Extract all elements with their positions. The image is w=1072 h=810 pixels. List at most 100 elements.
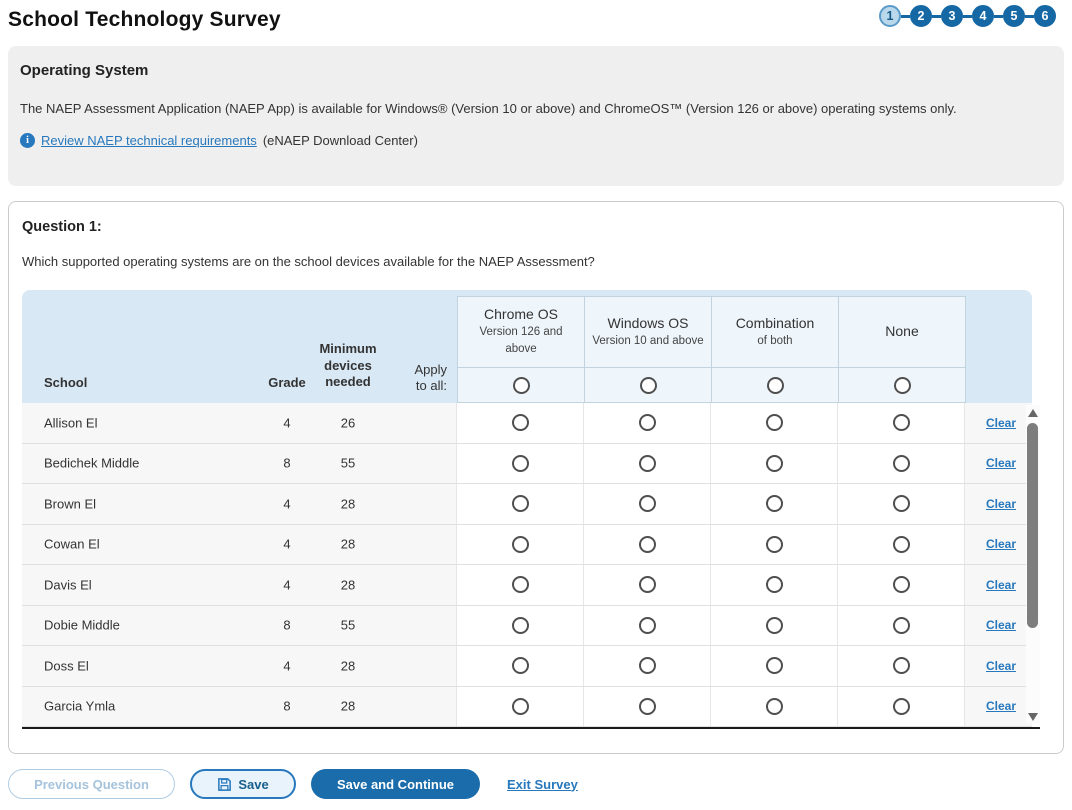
apply-all-chrome-radio[interactable] — [512, 376, 530, 394]
clear-link[interactable]: Clear — [985, 699, 1017, 714]
step-2[interactable]: 2 — [910, 5, 932, 27]
school-name: Dobie Middle — [44, 617, 120, 633]
os-radio-cells — [456, 524, 965, 564]
operating-system-panel: Operating System The NAEP Assessment App… — [8, 46, 1064, 186]
apply-to-all-label: Apply to all: — [414, 361, 447, 393]
clear-link[interactable]: Clear — [985, 537, 1017, 552]
previous-question-button[interactable]: Previous Question — [8, 769, 175, 799]
os-header-none: None — [838, 296, 966, 403]
combination-radio[interactable] — [765, 576, 783, 594]
grade-value: 8 — [283, 617, 291, 633]
question-card: Question 1: Which supported operating sy… — [8, 201, 1064, 754]
none-radio[interactable] — [892, 697, 910, 715]
os-option-headers: Chrome OS Version 126 and above Windows … — [457, 296, 966, 403]
scroll-up-arrow[interactable] — [1028, 409, 1038, 417]
combination-radio[interactable] — [765, 616, 783, 634]
none-radio[interactable] — [892, 414, 910, 432]
os-title-none: None — [885, 323, 919, 339]
save-button[interactable]: Save — [190, 769, 296, 799]
apply-all-windows-radio[interactable] — [639, 376, 657, 394]
chrome-os-radio[interactable] — [511, 657, 529, 675]
clear-link[interactable]: Clear — [985, 496, 1017, 511]
technical-requirements-link[interactable]: Review NAEP technical requirements — [41, 133, 257, 148]
grade-value: 4 — [283, 496, 291, 512]
windows-os-radio[interactable] — [638, 414, 656, 432]
school-name: Cowan El — [44, 536, 100, 552]
table-row: Garcia Ymla 8 28 Clear — [22, 686, 1032, 727]
table-row: Bedichek Middle 8 55 Clear — [22, 443, 1032, 484]
windows-os-radio[interactable] — [638, 697, 656, 715]
grade-value: 8 — [283, 455, 291, 471]
os-radio-cells — [456, 686, 965, 726]
devices-value: 55 — [340, 455, 356, 471]
step-1[interactable]: 1 — [879, 5, 901, 27]
step-5[interactable]: 5 — [1003, 5, 1025, 27]
combination-radio[interactable] — [765, 535, 783, 553]
devices-value: 28 — [340, 536, 356, 552]
school-name: Garcia Ymla — [44, 698, 116, 714]
apply-all-none-radio[interactable] — [893, 376, 911, 394]
chrome-os-radio[interactable] — [511, 535, 529, 553]
clear-link[interactable]: Clear — [985, 658, 1017, 673]
chrome-os-radio[interactable] — [511, 414, 529, 432]
apply-all-combination-radio[interactable] — [766, 376, 784, 394]
windows-os-radio[interactable] — [638, 616, 656, 634]
question-text: Which supported operating systems are on… — [22, 254, 595, 269]
chrome-os-radio[interactable] — [511, 697, 529, 715]
windows-os-radio[interactable] — [638, 495, 656, 513]
column-header-school: School — [44, 375, 88, 390]
scroll-down-arrow[interactable] — [1028, 713, 1038, 721]
combination-radio[interactable] — [765, 495, 783, 513]
devices-value: 26 — [340, 415, 356, 431]
chrome-os-radio[interactable] — [511, 616, 529, 634]
os-header-chrome: Chrome OS Version 126 and above — [457, 296, 585, 403]
combination-radio[interactable] — [765, 697, 783, 715]
clear-link[interactable]: Clear — [985, 577, 1017, 592]
step-6[interactable]: 6 — [1034, 5, 1056, 27]
exit-survey-link[interactable]: Exit Survey — [507, 776, 578, 792]
os-title-windows: Windows OS — [607, 314, 689, 331]
windows-os-radio[interactable] — [638, 576, 656, 594]
windows-os-radio[interactable] — [638, 535, 656, 553]
chrome-os-radio[interactable] — [511, 576, 529, 594]
chrome-os-radio[interactable] — [511, 454, 529, 472]
clear-link[interactable]: Clear — [985, 456, 1017, 471]
step-3[interactable]: 3 — [941, 5, 963, 27]
school-name: Davis El — [44, 577, 92, 593]
none-radio[interactable] — [892, 454, 910, 472]
question-number: Question 1: — [22, 219, 102, 235]
chrome-os-radio[interactable] — [511, 495, 529, 513]
combination-radio[interactable] — [765, 414, 783, 432]
grade-value: 4 — [283, 658, 291, 674]
os-radio-cells — [456, 646, 965, 686]
devices-value: 28 — [340, 698, 356, 714]
table-row: Dobie Middle 8 55 Clear — [22, 605, 1032, 646]
scroll-thumb[interactable] — [1027, 423, 1038, 628]
os-radio-cells — [456, 484, 965, 524]
none-radio[interactable] — [892, 657, 910, 675]
clear-link[interactable]: Clear — [985, 618, 1017, 633]
windows-os-radio[interactable] — [638, 657, 656, 675]
table-scrollbar[interactable] — [1026, 405, 1040, 723]
save-and-continue-button[interactable]: Save and Continue — [311, 769, 480, 799]
column-header-devices: Minimum devices needed — [319, 341, 377, 389]
none-radio[interactable] — [892, 616, 910, 634]
os-subtitle-combination: of both — [757, 334, 793, 347]
save-icon — [218, 777, 232, 791]
os-radio-cells — [456, 565, 965, 605]
school-name: Allison El — [44, 415, 98, 431]
school-name: Brown El — [44, 496, 97, 512]
combination-radio[interactable] — [765, 657, 783, 675]
combination-radio[interactable] — [765, 454, 783, 472]
none-radio[interactable] — [892, 535, 910, 553]
windows-os-radio[interactable] — [638, 454, 656, 472]
none-radio[interactable] — [892, 495, 910, 513]
os-radio-cells — [456, 443, 965, 483]
panel-body-text: The NAEP Assessment Application (NAEP Ap… — [20, 101, 957, 116]
clear-link[interactable]: Clear — [985, 415, 1017, 430]
os-radio-cells — [456, 403, 965, 443]
none-radio[interactable] — [892, 576, 910, 594]
step-connector — [932, 14, 941, 18]
step-4[interactable]: 4 — [972, 5, 994, 27]
step-connector — [963, 14, 972, 18]
